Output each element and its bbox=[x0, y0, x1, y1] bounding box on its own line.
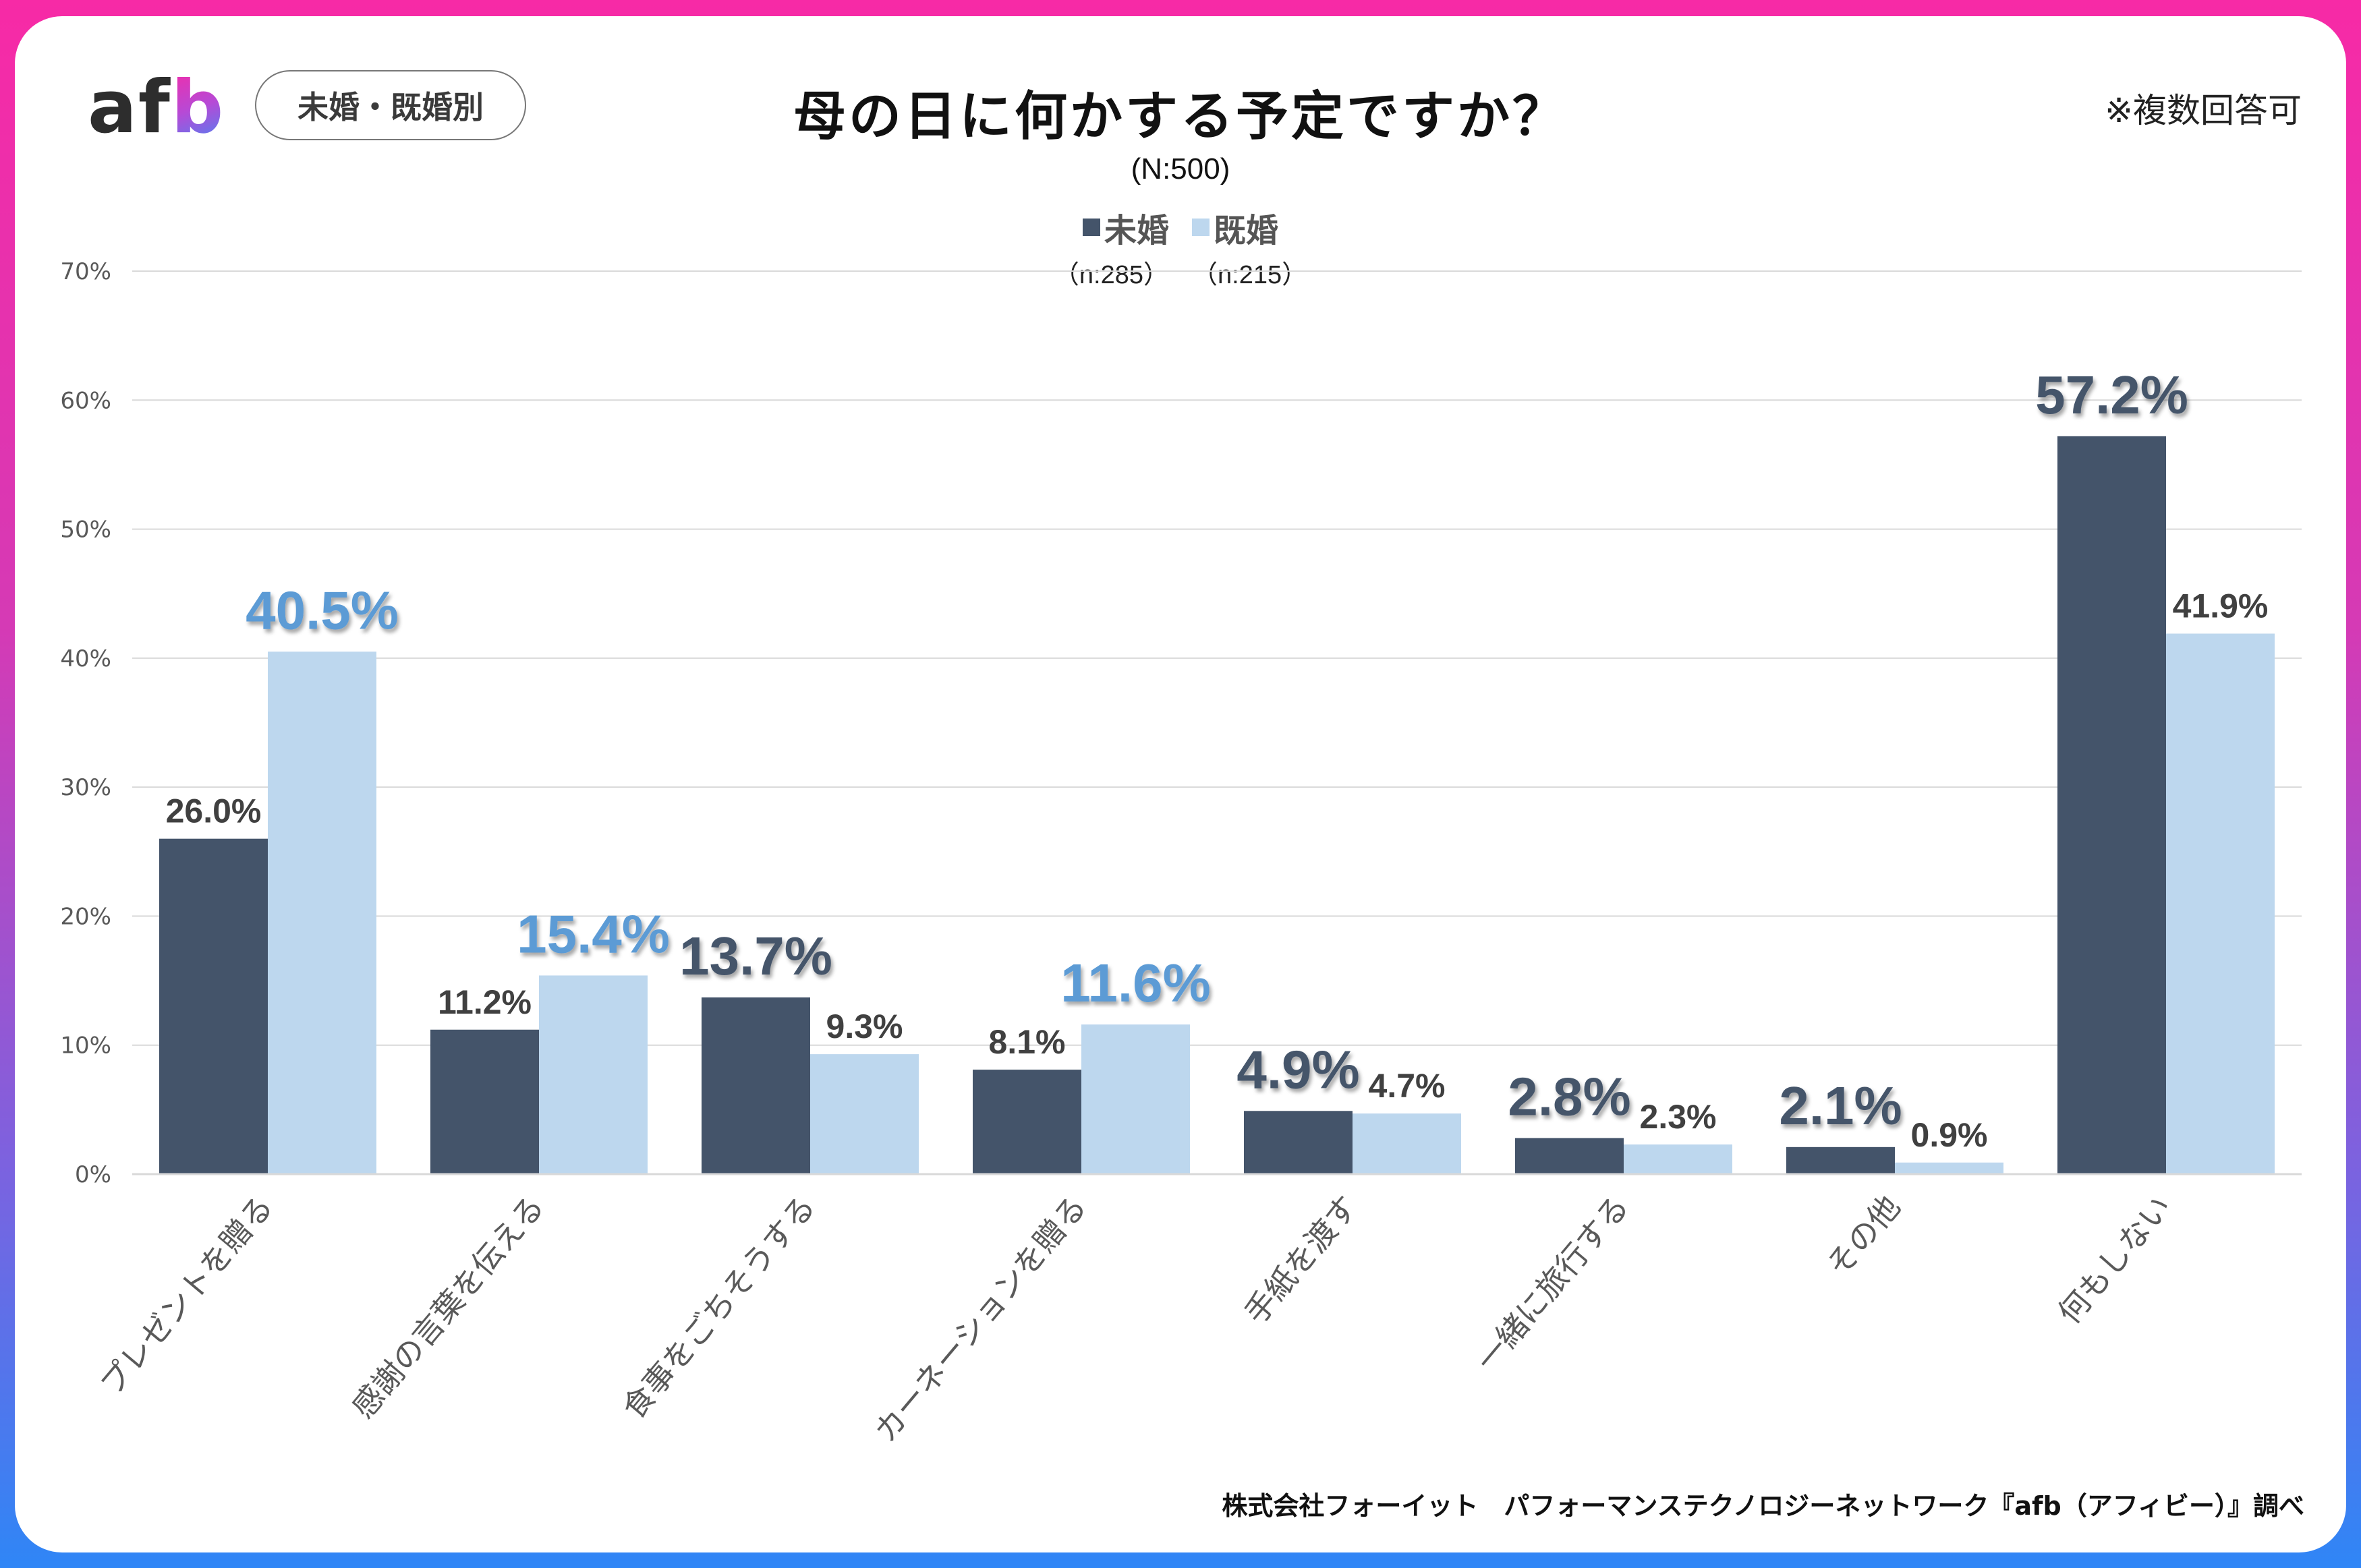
data-label: 13.7% bbox=[679, 926, 832, 986]
x-category-label: 何もしない bbox=[2051, 1188, 2178, 1331]
bar-married bbox=[1081, 1024, 1190, 1174]
legend-label-married: 既婚 bbox=[1214, 212, 1279, 250]
data-label: 11.2% bbox=[438, 983, 532, 1021]
data-label: 40.5% bbox=[246, 580, 399, 640]
legend-label-unmarried: 未婚 bbox=[1104, 212, 1169, 250]
bar-married bbox=[2166, 633, 2275, 1174]
bars bbox=[159, 436, 2275, 1174]
y-tick-label: 30% bbox=[60, 774, 111, 801]
x-category-label: 食事をごちそうする bbox=[615, 1188, 822, 1426]
bar-unmarried bbox=[1244, 1111, 1353, 1174]
data-label: 2.8% bbox=[1508, 1066, 1630, 1126]
legend-swatch-unmarried bbox=[1082, 219, 1100, 236]
x-category-label: 感謝の言葉を伝える bbox=[345, 1188, 552, 1425]
y-axis: 0% 10% 20% 30% 40% 50% 60% 70% bbox=[60, 258, 111, 1188]
legend-swatch-married bbox=[1192, 219, 1210, 236]
bar-unmarried bbox=[973, 1070, 1081, 1174]
bar-unmarried bbox=[430, 1029, 539, 1174]
segment-pill: 未婚・既婚別 bbox=[255, 70, 526, 140]
data-label: 41.9% bbox=[2173, 587, 2269, 625]
y-tick-label: 10% bbox=[60, 1033, 111, 1059]
bar-unmarried bbox=[1515, 1138, 1624, 1174]
afb-logo: afb bbox=[88, 67, 225, 148]
chart-title: 母の日に何かする予定ですか？ bbox=[793, 86, 1568, 147]
data-label: 8.1% bbox=[989, 1023, 1066, 1061]
y-tick-label: 60% bbox=[60, 387, 111, 414]
x-category-label: その他 bbox=[1819, 1188, 1907, 1283]
data-label: 15.4% bbox=[517, 904, 670, 964]
legend-sample-sizes: （n:285） （n:215） bbox=[0, 254, 2361, 291]
data-label: 0.9% bbox=[1911, 1116, 1988, 1154]
data-label: 57.2% bbox=[2035, 365, 2188, 425]
bar-married bbox=[539, 975, 648, 1174]
bar-unmarried bbox=[1786, 1146, 1895, 1174]
logo-text-b: b bbox=[171, 65, 225, 150]
logo-text-af: af bbox=[88, 65, 171, 150]
bar-married bbox=[1353, 1113, 1461, 1174]
x-category-label: プレゼントを贈る bbox=[93, 1188, 281, 1402]
data-label: 11.6% bbox=[1060, 953, 1210, 1013]
data-label: 9.3% bbox=[826, 1008, 903, 1045]
bar-married bbox=[1624, 1144, 1732, 1174]
chart-subtitle: (N:500) bbox=[1131, 152, 1230, 185]
data-label: 4.7% bbox=[1369, 1067, 1446, 1105]
data-label: 26.0% bbox=[166, 792, 262, 830]
bar-married bbox=[268, 651, 376, 1174]
legend: 未婚 既婚 bbox=[0, 204, 2361, 251]
legend-n-unmarried: （n:285） bbox=[1053, 261, 1169, 289]
source-footer: 株式会社フォーイット パフォーマンステクノロジーネットワーク『afb（アフィビー… bbox=[1222, 1491, 2304, 1521]
legend-item-unmarried: 未婚 bbox=[1082, 204, 1169, 251]
y-tick-label: 50% bbox=[60, 517, 111, 544]
bar-unmarried bbox=[2057, 436, 2166, 1174]
x-axis: プレゼントを贈る 感謝の言葉を伝える 食事をごちそうする カーネーションを贈る 手紙を渡… bbox=[93, 1173, 2302, 1449]
bar-unmarried bbox=[702, 997, 810, 1174]
y-tick-label: 40% bbox=[60, 645, 111, 672]
bar-married bbox=[1895, 1162, 2003, 1174]
bar-unmarried bbox=[159, 838, 268, 1174]
y-tick-label: 70% bbox=[60, 258, 111, 285]
y-tick-label: 0% bbox=[75, 1161, 111, 1188]
data-label: 2.1% bbox=[1779, 1076, 1902, 1136]
x-category-label: カーネーションを贈る bbox=[867, 1188, 1093, 1449]
data-labels: 26.0% 40.5% 11.2% 15.4% 13.7% 9.3% 8.1% 11.6% 4.… bbox=[166, 365, 2269, 1154]
y-tick-label: 20% bbox=[60, 903, 111, 930]
x-category-label: 一緒に旅行する bbox=[1469, 1188, 1636, 1378]
x-category-label: 手紙を渡す bbox=[1237, 1188, 1365, 1331]
legend-item-married: 既婚 bbox=[1192, 204, 1278, 251]
data-label: 4.9% bbox=[1236, 1039, 1359, 1099]
multiple-answer-note: ※複数回答可 bbox=[2105, 91, 2302, 130]
legend-n-married: （n:215） bbox=[1192, 261, 1308, 289]
chart-card bbox=[15, 16, 2346, 1552]
data-label: 2.3% bbox=[1640, 1098, 1717, 1136]
bar-married bbox=[810, 1054, 919, 1174]
